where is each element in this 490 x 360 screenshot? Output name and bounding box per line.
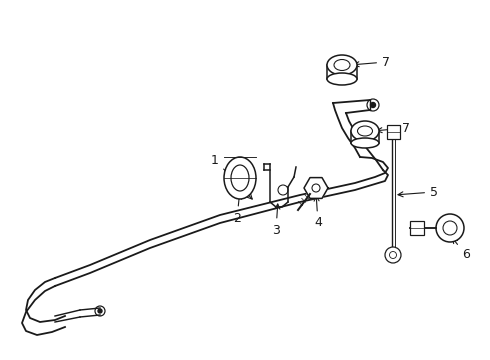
Ellipse shape bbox=[327, 73, 357, 85]
Text: 7: 7 bbox=[354, 55, 390, 68]
Circle shape bbox=[370, 103, 375, 108]
Circle shape bbox=[443, 221, 457, 235]
Polygon shape bbox=[304, 177, 328, 198]
Text: 7: 7 bbox=[377, 122, 410, 135]
Circle shape bbox=[436, 214, 464, 242]
Circle shape bbox=[98, 309, 102, 313]
Text: 4: 4 bbox=[314, 196, 322, 230]
Circle shape bbox=[390, 252, 396, 258]
Ellipse shape bbox=[224, 157, 256, 199]
Bar bbox=[410, 221, 424, 235]
Bar bbox=[387, 125, 400, 139]
Ellipse shape bbox=[358, 126, 372, 136]
Text: 1: 1 bbox=[211, 153, 252, 199]
Text: 3: 3 bbox=[272, 204, 280, 237]
Ellipse shape bbox=[327, 55, 357, 75]
Ellipse shape bbox=[351, 121, 379, 141]
Circle shape bbox=[312, 184, 320, 192]
Ellipse shape bbox=[351, 138, 379, 148]
Circle shape bbox=[385, 247, 401, 263]
Text: 5: 5 bbox=[398, 185, 438, 198]
Ellipse shape bbox=[231, 165, 249, 191]
Text: 2: 2 bbox=[233, 194, 242, 225]
Ellipse shape bbox=[334, 59, 350, 71]
Text: 6: 6 bbox=[452, 238, 470, 261]
